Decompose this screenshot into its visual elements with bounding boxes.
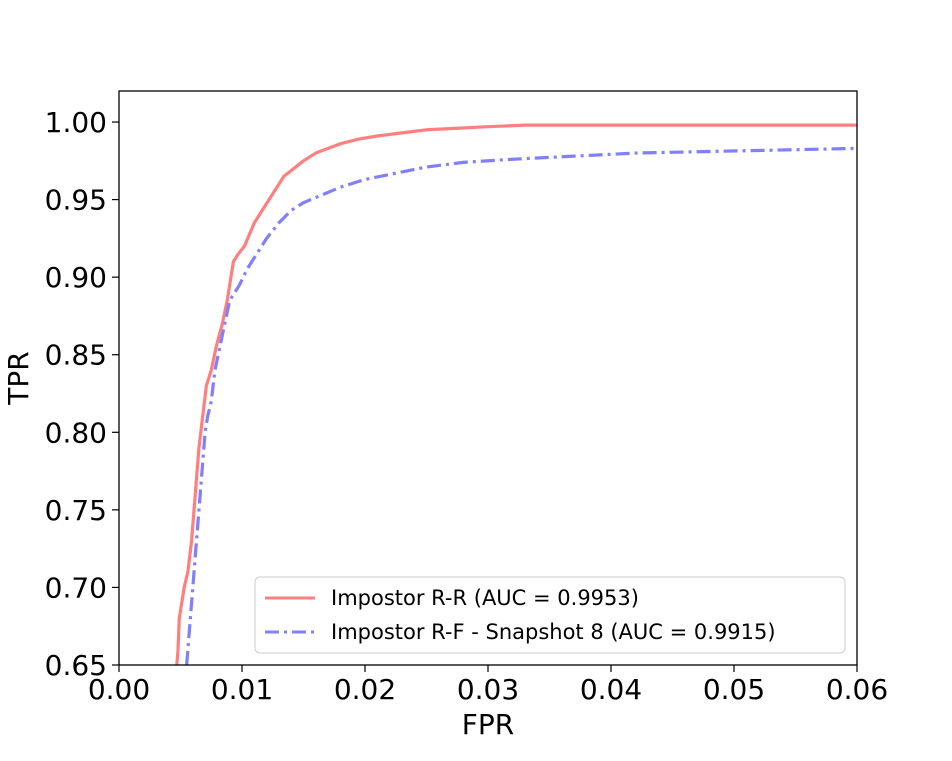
- legend-label-rf: Impostor R-F - Snapshot 8 (AUC = 0.9915): [331, 620, 776, 644]
- y-tick-label: 0.90: [45, 261, 107, 294]
- y-tick-label: 0.70: [45, 571, 107, 604]
- legend-box: [254, 576, 846, 654]
- y-tick-label: 0.65: [45, 649, 107, 682]
- x-tick-label: 0.06: [826, 673, 888, 706]
- x-axis-title: FPR: [462, 708, 514, 741]
- y-tick-label: 0.85: [45, 339, 107, 372]
- x-tick-label: 0.04: [580, 673, 642, 706]
- x-axis: 0.00 0.01 0.02 0.03 0.04 0.05 0.06: [88, 665, 888, 706]
- x-tick-label: 0.03: [457, 673, 519, 706]
- legend-label-rr: Impostor R-R (AUC = 0.9953): [331, 586, 639, 610]
- x-tick-label: 0.01: [211, 673, 273, 706]
- x-tick-label: 0.05: [703, 673, 765, 706]
- y-tick-label: 0.95: [45, 184, 107, 217]
- y-tick-label: 0.75: [45, 494, 107, 527]
- series-line-rr: [175, 123, 857, 665]
- y-axis: 0.65 0.70 0.75 0.80 0.85 0.90 0.95 1.00: [45, 106, 119, 682]
- y-axis-title: TPR: [2, 351, 35, 405]
- legend: Impostor R-R (AUC = 0.9953) Impostor R-F…: [254, 576, 846, 654]
- x-tick-label: 0.02: [334, 673, 396, 706]
- x-tick-label: 0.00: [88, 673, 150, 706]
- y-tick-label: 0.80: [45, 416, 107, 449]
- y-tick-label: 1.00: [45, 106, 107, 139]
- series-layer: [175, 123, 857, 665]
